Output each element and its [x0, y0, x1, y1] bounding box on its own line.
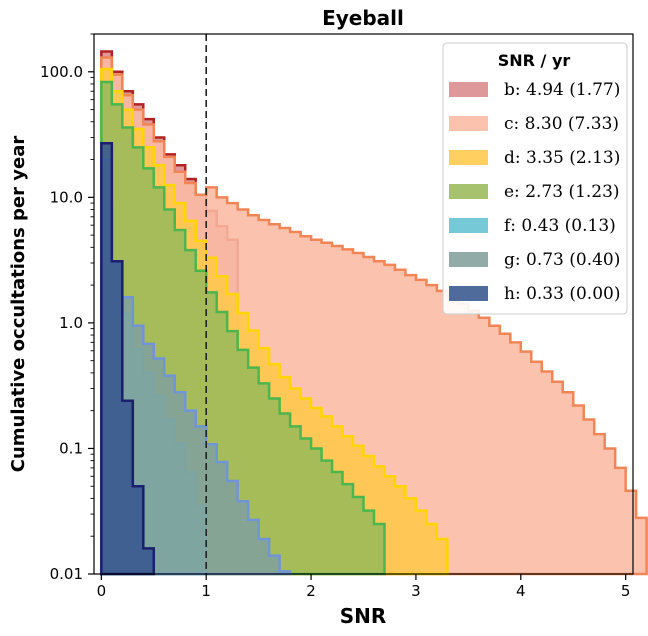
legend-swatch-f — [449, 218, 488, 233]
y-tick-label: 0.1 — [59, 439, 83, 457]
x-tick-label: 3 — [411, 582, 421, 600]
legend-swatch-g — [449, 252, 488, 267]
legend-swatch-d — [449, 150, 488, 165]
axes-frame — [93, 33, 634, 575]
legend-swatch-h — [449, 286, 488, 301]
legend-box — [442, 42, 628, 315]
legend-title: SNR / yr — [498, 51, 571, 70]
y-axis-title: Cumulative occultations per year — [8, 136, 29, 473]
chart-title: Eyeball — [322, 6, 404, 30]
legend-label-g: g: 0.73 (0.40) — [504, 250, 620, 270]
y-tick-label: 10.0 — [50, 188, 83, 206]
x-tick-label: 2 — [306, 582, 316, 600]
legend-label-d: d: 3.35 (2.13) — [504, 148, 620, 168]
axes: 0 1 2 3 4 5 0.01 0.1 1.0 10.0 100.0 — [40, 33, 634, 600]
legend-label-b: b: 4.94 (1.77) — [504, 80, 620, 100]
x-tick-label: 5 — [621, 582, 631, 600]
legend-swatch-c — [449, 116, 488, 131]
legend-label-c: c: 8.30 (7.33) — [504, 114, 619, 134]
y-tick-label: 100.0 — [40, 63, 83, 81]
x-tick-label: 1 — [201, 582, 211, 600]
y-tick-label: 0.01 — [50, 565, 83, 583]
legend-label-e: e: 2.73 (1.23) — [504, 182, 620, 202]
legend-swatch-e — [449, 184, 488, 199]
y-tick-label: 1.0 — [59, 314, 83, 332]
series-g-histogram — [100, 158, 292, 576]
legend-swatch-b — [449, 82, 488, 97]
legend: SNR / yr b: 4.94 (1.77) c: 8.30 (7.33) d: … — [442, 42, 628, 315]
x-tick-label: 4 — [516, 582, 526, 600]
x-tick-label: 0 — [97, 582, 107, 600]
legend-label-f: f: 0.43 (0.13) — [504, 216, 616, 236]
series-h-histogram — [100, 141, 156, 576]
legend-label-h: h: 0.33 (0.00) — [504, 284, 620, 304]
x-axis-title: SNR — [340, 604, 387, 628]
plot-area — [100, 50, 648, 576]
